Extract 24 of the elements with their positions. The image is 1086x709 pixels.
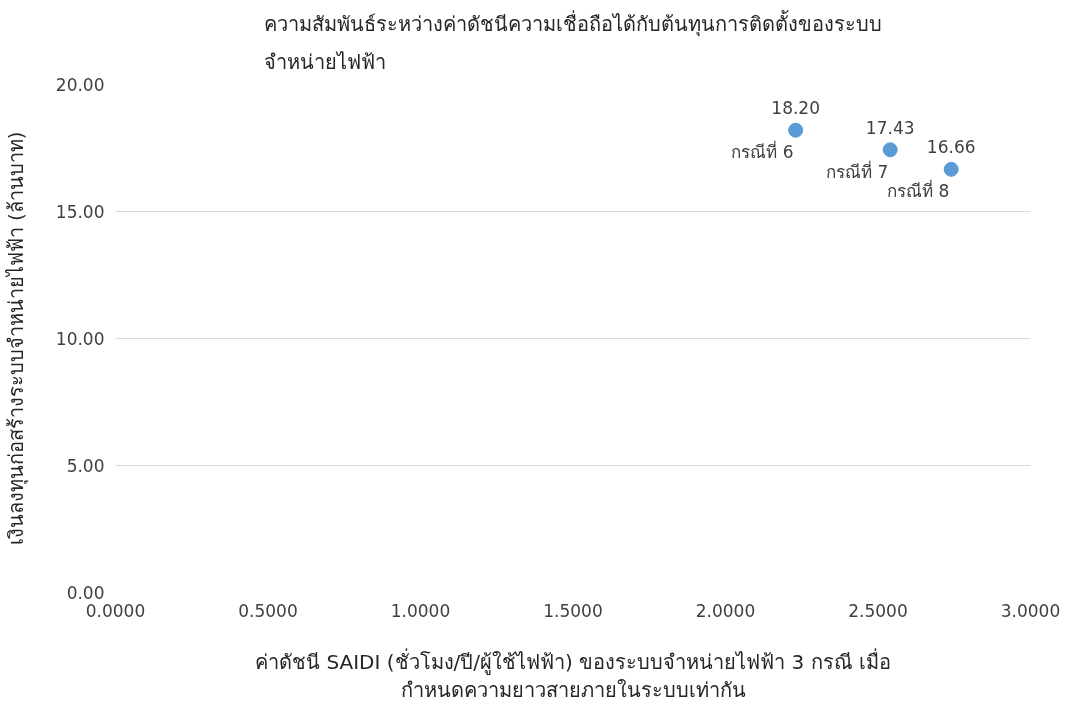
data-label: 17.43: [865, 117, 915, 138]
y-tick-label: 5.00: [66, 456, 105, 476]
x-tick-label: 3.0000: [1000, 600, 1061, 621]
x-axis-title: ค่าดัชนี SAIDI (ชั่วโมง/ปี/ผู้ใช้ไฟฟ้า) ของระบบจำหน่ายไฟฟ้า 3 กรณี เมื่อ กำหนดความยาวสายภายในระบบเท่ากัน: [255, 647, 891, 703]
data-label: 16.66: [926, 137, 976, 158]
y-tick-label: 0.00: [66, 583, 105, 603]
point: [882, 142, 898, 158]
x-tick-label: 0.0000: [85, 600, 146, 621]
y-tick-label: 20.00: [55, 75, 105, 95]
y-tick-label: 15.00: [55, 202, 105, 222]
data-label: 18.20: [771, 98, 820, 119]
annotation: กรณีที่ 6: [731, 140, 794, 163]
y-tick-label: 10.00: [55, 329, 105, 349]
x-tick-label: 1.5000: [543, 600, 603, 621]
annotation: กรณีที่ 7: [825, 159, 889, 182]
point: [943, 161, 959, 177]
x-tick-label: 2.0000: [695, 600, 756, 621]
x-tick-label: 1.0000: [390, 600, 451, 621]
chart-title: ความสัมพันธ์ระหว่างค่าดัชนีความเชื่อถือได้กับต้นทุนการติดตั้งของระบบ จำหน่ายไฟฟ้า: [264, 10, 882, 75]
x-tick-label: 0.5000: [238, 600, 298, 621]
annotation: กรณีที่ 8: [886, 179, 950, 202]
point: [788, 122, 804, 138]
y-axis-title: เงินลงทุนก่อสร้างระบบจำหน่ายไฟฟ้า (ล้านบาท): [3, 131, 29, 546]
x-tick-label: 2.5000: [848, 600, 908, 621]
